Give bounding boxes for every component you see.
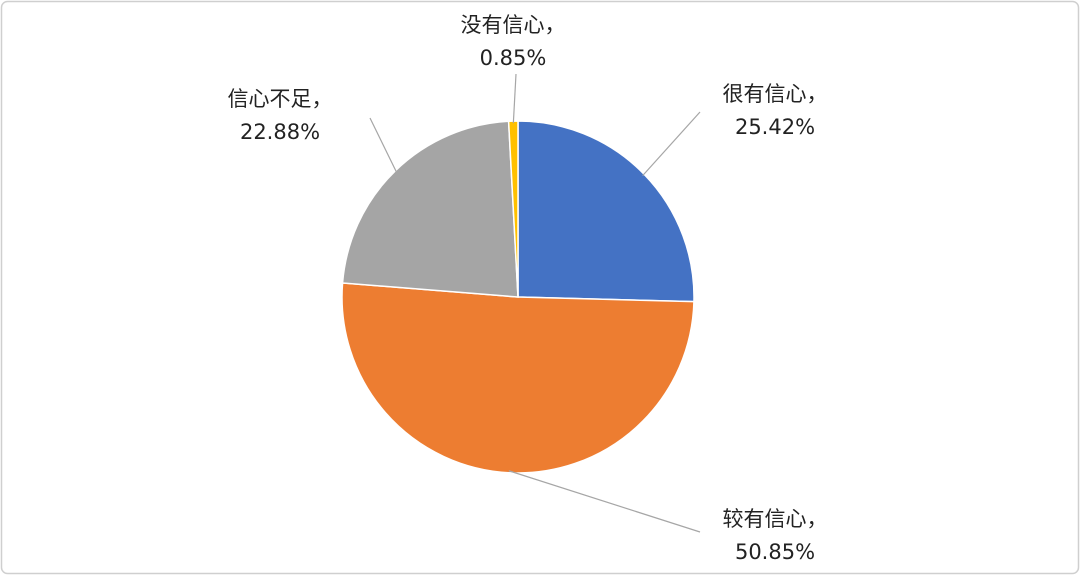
- leader-line: [369, 117, 398, 173]
- data-label-value: 0.85%: [480, 46, 547, 70]
- pie-slice: [341, 282, 695, 474]
- data-label-value: 25.42%: [735, 115, 815, 139]
- data-label-name: 信心不足，: [228, 87, 333, 111]
- leader-line: [642, 111, 701, 176]
- leader-line: [512, 73, 517, 124]
- data-label-name: 较有信心，: [723, 507, 828, 531]
- data-label-name: 没有信心，: [461, 13, 566, 37]
- data-label-value: 50.85%: [735, 540, 815, 564]
- data-label-value: 22.88%: [240, 120, 320, 144]
- data-label-name: 很有信心，: [723, 82, 828, 106]
- leader-line: [508, 470, 701, 533]
